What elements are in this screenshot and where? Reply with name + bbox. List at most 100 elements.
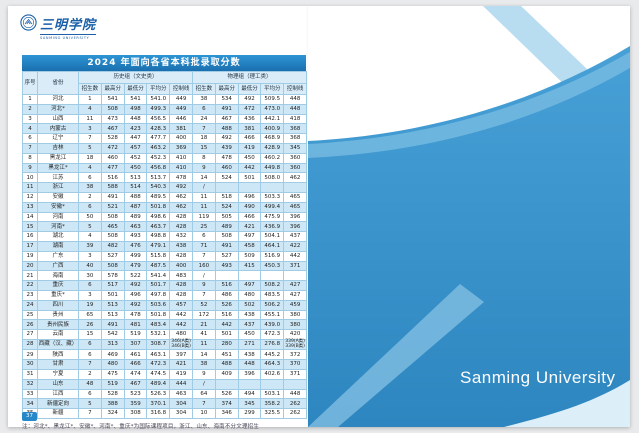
- score-cell: 1: [78, 94, 102, 105]
- row-index: 14: [22, 211, 38, 223]
- score-cell: 421: [237, 221, 262, 233]
- score-cell: 460: [214, 162, 239, 174]
- score-cell: 503.6: [146, 299, 171, 311]
- row-index: 28: [22, 338, 38, 351]
- score-cell: 472.3: [260, 329, 285, 340]
- score-cell: 438: [237, 349, 262, 361]
- row-index: 10: [22, 172, 38, 184]
- score-cell: 527: [214, 250, 239, 262]
- score-cell: 345: [237, 398, 262, 410]
- score-cell: 3: [78, 123, 102, 135]
- province-name: 甘肃: [37, 359, 79, 370]
- score-cell: 6: [78, 201, 102, 213]
- score-cell: 504.1: [260, 231, 285, 242]
- score-cell: 462: [169, 201, 193, 213]
- score-cell: 11: [192, 191, 216, 203]
- score-cell: 450: [237, 152, 262, 164]
- score-cell: 478: [214, 152, 239, 164]
- table-row: 6 辽宁 7 528 447 477.7 400 18 492 466 468.9 368: [22, 133, 307, 144]
- score-cell: 518: [214, 191, 239, 203]
- score-cell: 465: [283, 201, 307, 213]
- score-cell: 304: [169, 408, 193, 419]
- score-cell: 540.3: [146, 182, 171, 193]
- table-row: 33 江西 6 528 523 526.3 463 64 526 494 503.1 448: [22, 388, 307, 400]
- header-avg-score: 平均分: [146, 83, 171, 95]
- score-cell: 524: [214, 201, 239, 213]
- score-cell: 508: [100, 103, 125, 115]
- score-cell: 6: [78, 349, 102, 361]
- score-cell: [283, 182, 307, 193]
- score-cell: 360: [283, 162, 307, 174]
- score-cell: 464.3: [260, 359, 285, 370]
- header-control-line: 控制线: [169, 83, 193, 95]
- table-row: 4 内蒙古 3 467 423 428.3 381 7 488 381 400.9 368: [22, 123, 307, 135]
- score-cell: 491: [100, 319, 125, 331]
- score-cell: 449.8: [260, 162, 285, 174]
- score-cell: 437: [283, 231, 307, 242]
- score-cell: 19: [78, 299, 102, 311]
- score-cell: 448: [237, 359, 262, 370]
- score-cell: 25: [192, 221, 216, 233]
- score-cell: 380: [283, 309, 307, 321]
- score-cell: 428.3: [146, 123, 171, 135]
- score-cell: 396: [283, 211, 307, 223]
- score-cell: 509.5: [260, 94, 285, 105]
- row-index: 31: [22, 368, 38, 380]
- score-cell: [237, 378, 262, 390]
- province-name: 重庆: [37, 280, 79, 291]
- blue-wave-graphic: [308, 6, 630, 427]
- score-cell: 381: [237, 123, 262, 135]
- score-cell: 7: [192, 289, 216, 301]
- score-cell: 400: [169, 260, 193, 272]
- score-cell: 7: [192, 250, 216, 262]
- score-cell: 526: [214, 299, 239, 311]
- score-cell: 438: [237, 309, 262, 321]
- score-cell: 423: [123, 123, 148, 135]
- score-cell: 479.1: [146, 240, 171, 252]
- score-cell: 460: [100, 152, 125, 164]
- score-cell: 472: [237, 103, 262, 115]
- score-cell: 509: [237, 250, 262, 262]
- score-cell: 7: [78, 133, 102, 144]
- score-cell: 469: [100, 349, 125, 361]
- score-cell: 487: [123, 201, 148, 213]
- score-cell: 6: [78, 280, 102, 291]
- score-cell: 468.9: [260, 133, 285, 144]
- score-cell: 71: [192, 240, 216, 252]
- score-cell: 421: [169, 359, 193, 370]
- score-cell: 516: [214, 280, 239, 291]
- score-cell: [237, 182, 262, 193]
- score-cell: 9: [192, 368, 216, 380]
- score-cell: 325.5: [260, 408, 285, 419]
- province-name: 安徽*: [37, 201, 79, 213]
- header-enrolled: 招生数: [78, 83, 102, 95]
- row-index: 30: [22, 359, 38, 370]
- score-cell: 467: [123, 378, 148, 390]
- score-cell: 428: [169, 280, 193, 291]
- score-cell: 449: [169, 103, 193, 115]
- province-name: 重庆*: [37, 289, 79, 301]
- score-cell: 458: [237, 240, 262, 252]
- score-cell: 463: [169, 388, 193, 400]
- score-cell: 486: [214, 289, 239, 301]
- score-cell: 516: [214, 309, 239, 321]
- score-cell: 450: [237, 329, 262, 340]
- header-min-score: 最低分: [237, 83, 262, 95]
- score-cell: 30: [78, 270, 102, 282]
- score-cell: 397: [169, 349, 193, 361]
- score-cell: [214, 182, 239, 193]
- score-cell: 439.0: [260, 319, 285, 331]
- score-cell: 524: [214, 172, 239, 184]
- score-cell: 528: [100, 133, 125, 144]
- score-cell: 444: [169, 378, 193, 390]
- score-cell: 50: [78, 211, 102, 223]
- province-name: 广东: [37, 250, 79, 262]
- score-cell: 508: [100, 211, 125, 223]
- province-name: 河北: [37, 94, 79, 105]
- page-number-badge: 37: [22, 412, 37, 421]
- province-name: 江苏: [37, 172, 79, 184]
- score-cell: 436: [237, 113, 262, 125]
- score-cell: 480: [169, 329, 193, 340]
- province-name: 贵州: [37, 309, 79, 321]
- score-cell: 508: [100, 260, 125, 272]
